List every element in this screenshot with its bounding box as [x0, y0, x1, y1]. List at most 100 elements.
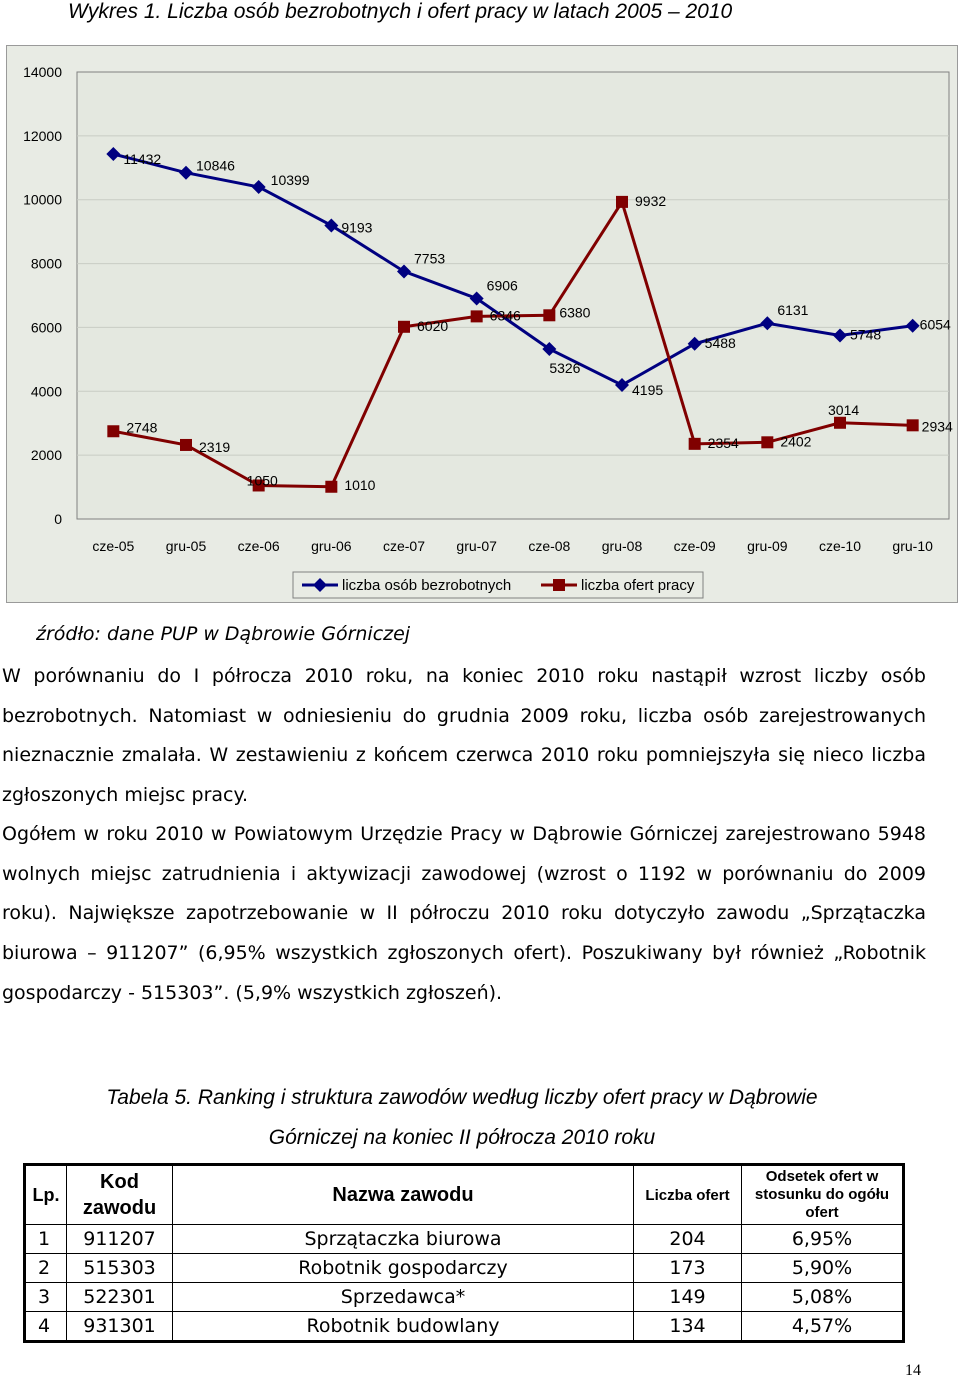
data-label: 3014 [828, 402, 859, 418]
data-label: 6906 [487, 278, 518, 294]
data-point-marker [398, 320, 410, 333]
table-header-row: Lp. Kod zawodu Nazwa zawodu Liczba ofert… [24, 1164, 904, 1225]
line-chart: 0 2000 4000 6000 8000 10000 12000 14000 cze-05 gr… [6, 45, 958, 603]
header-lp: Lp. [24, 1164, 67, 1225]
data-label: 1010 [344, 477, 375, 493]
data-label: 2748 [126, 419, 157, 435]
cell-nazwa: Robotnik gospodarczy [172, 1253, 634, 1283]
data-point-marker [687, 336, 702, 351]
data-label: 1050 [247, 472, 278, 488]
x-tick-label: cze-10 [819, 538, 861, 554]
x-tick-label: cze-05 [92, 538, 134, 554]
cell-lp: 3 [24, 1282, 67, 1312]
cell-kod: 522301 [66, 1282, 173, 1312]
cell-kod: 911207 [66, 1224, 173, 1254]
table-row: 2 515303 Robotnik gospodarczy 173 5,90% [24, 1253, 904, 1283]
plot-area [76, 71, 950, 520]
data-label: 5488 [705, 335, 736, 351]
data-label: 10846 [196, 158, 235, 174]
x-tick-label: gru-06 [311, 538, 352, 554]
x-tick-label: gru-10 [892, 538, 933, 554]
x-tick-label: cze-08 [528, 538, 570, 554]
data-point-marker [470, 310, 483, 323]
data-label: 9932 [635, 193, 666, 209]
cell-nazwa: Robotnik budowlany [172, 1311, 634, 1342]
data-point-marker [179, 165, 193, 180]
series-line-2 [113, 198, 913, 489]
ranking-table: Lp. Kod zawodu Nazwa zawodu Liczba ofert… [23, 1163, 905, 1343]
data-label: 6346 [490, 307, 521, 323]
table-row: 4 931301 Robotnik budowlany 134 4,57% [24, 1311, 904, 1342]
cell-nazwa: Sprzątaczka biurowa [172, 1224, 634, 1254]
y-tick-label: 10000 [23, 192, 62, 208]
x-tick-label: gru-07 [456, 538, 497, 554]
data-point-marker [615, 378, 629, 393]
table-row: 1 911207 Sprzątaczka biurowa 204 6,95% [24, 1224, 904, 1254]
data-label: 10399 [271, 172, 310, 188]
legend-box [292, 571, 704, 599]
cell-liczba: 149 [633, 1282, 742, 1312]
legend-label: liczba ofert pracy [581, 577, 695, 594]
series-line-1 [112, 152, 913, 387]
x-tick-label: cze-09 [674, 538, 716, 554]
data-point-marker [834, 416, 846, 429]
y-tick-label: 4000 [31, 383, 62, 399]
cell-odsetek: 5,90% [741, 1253, 904, 1283]
x-tick-label: gru-08 [602, 538, 643, 554]
data-label: 6131 [777, 302, 808, 318]
cell-liczba: 134 [633, 1311, 742, 1342]
paragraph-2: Ogółem w roku 2010 w Powiatowym Urzędzie… [2, 823, 926, 1004]
data-point-marker [833, 328, 847, 343]
cell-lp: 4 [24, 1311, 67, 1342]
cell-lp: 1 [24, 1224, 67, 1254]
data-point-marker [905, 318, 920, 333]
x-tick-label: cze-06 [238, 538, 280, 554]
x-tick-label: gru-09 [747, 538, 788, 554]
y-tick-label: 12000 [23, 128, 62, 144]
data-label: 5326 [549, 360, 580, 376]
legend-label: liczba osób bezrobotnych [342, 577, 511, 594]
source-note: źródło: dane PUP w Dąbrowie Górniczej [36, 623, 411, 645]
cell-liczba: 204 [633, 1224, 742, 1254]
data-label: 2934 [922, 418, 953, 434]
data-point-marker [251, 179, 266, 194]
data-point-marker [106, 146, 121, 161]
cell-liczba: 173 [633, 1253, 742, 1283]
data-label: 6020 [417, 318, 448, 334]
y-tick-label: 14000 [23, 64, 62, 80]
data-point-marker [252, 479, 265, 492]
data-label: 11432 [123, 151, 161, 167]
cell-kod: 931301 [66, 1311, 173, 1342]
cell-odsetek: 5,08% [741, 1282, 904, 1312]
chart-canvas: 0 2000 4000 6000 8000 10000 12000 14000 cze-05 gr… [23, 64, 953, 599]
legend-marker [313, 578, 327, 592]
data-point-marker [688, 437, 701, 450]
table-caption-line-1: Tabela 5. Ranking i struktura zawodów we… [106, 1086, 818, 1109]
cell-nazwa: Sprzedawca* [172, 1282, 634, 1312]
cell-lp: 2 [24, 1253, 67, 1283]
cell-kod: 515303 [66, 1253, 173, 1283]
data-point-marker [180, 438, 192, 451]
header-liczba: Liczba ofert [633, 1164, 742, 1225]
y-tick-label: 6000 [31, 319, 62, 335]
data-point-marker [469, 291, 484, 306]
chart-title: Wykres 1. Liczba osób bezrobotnych i ofe… [68, 0, 733, 23]
x-tick-label: cze-07 [383, 538, 425, 554]
table-row: 3 522301 Sprzedawca* 149 5,08% [24, 1282, 904, 1312]
data-label: 7753 [414, 250, 445, 266]
data-label: 2319 [199, 439, 230, 455]
header-kod: Kod zawodu [66, 1164, 173, 1225]
data-point-marker [325, 480, 338, 493]
data-label: 5748 [850, 326, 881, 342]
table-caption-line-2: Górniczej na koniec II półrocza 2010 rok… [268, 1126, 656, 1149]
data-label: 2402 [780, 433, 811, 449]
data-label: 4195 [632, 382, 663, 398]
cell-odsetek: 4,57% [741, 1311, 904, 1342]
cell-odsetek: 6,95% [741, 1224, 904, 1254]
data-point-marker [760, 316, 775, 331]
data-point-marker [107, 425, 120, 438]
header-odsetek: Odsetek ofert w stosunku do ogółu ofert [741, 1164, 904, 1225]
x-tick-label: gru-05 [166, 538, 207, 554]
y-tick-label: 2000 [31, 447, 62, 463]
data-point-marker [543, 309, 556, 322]
